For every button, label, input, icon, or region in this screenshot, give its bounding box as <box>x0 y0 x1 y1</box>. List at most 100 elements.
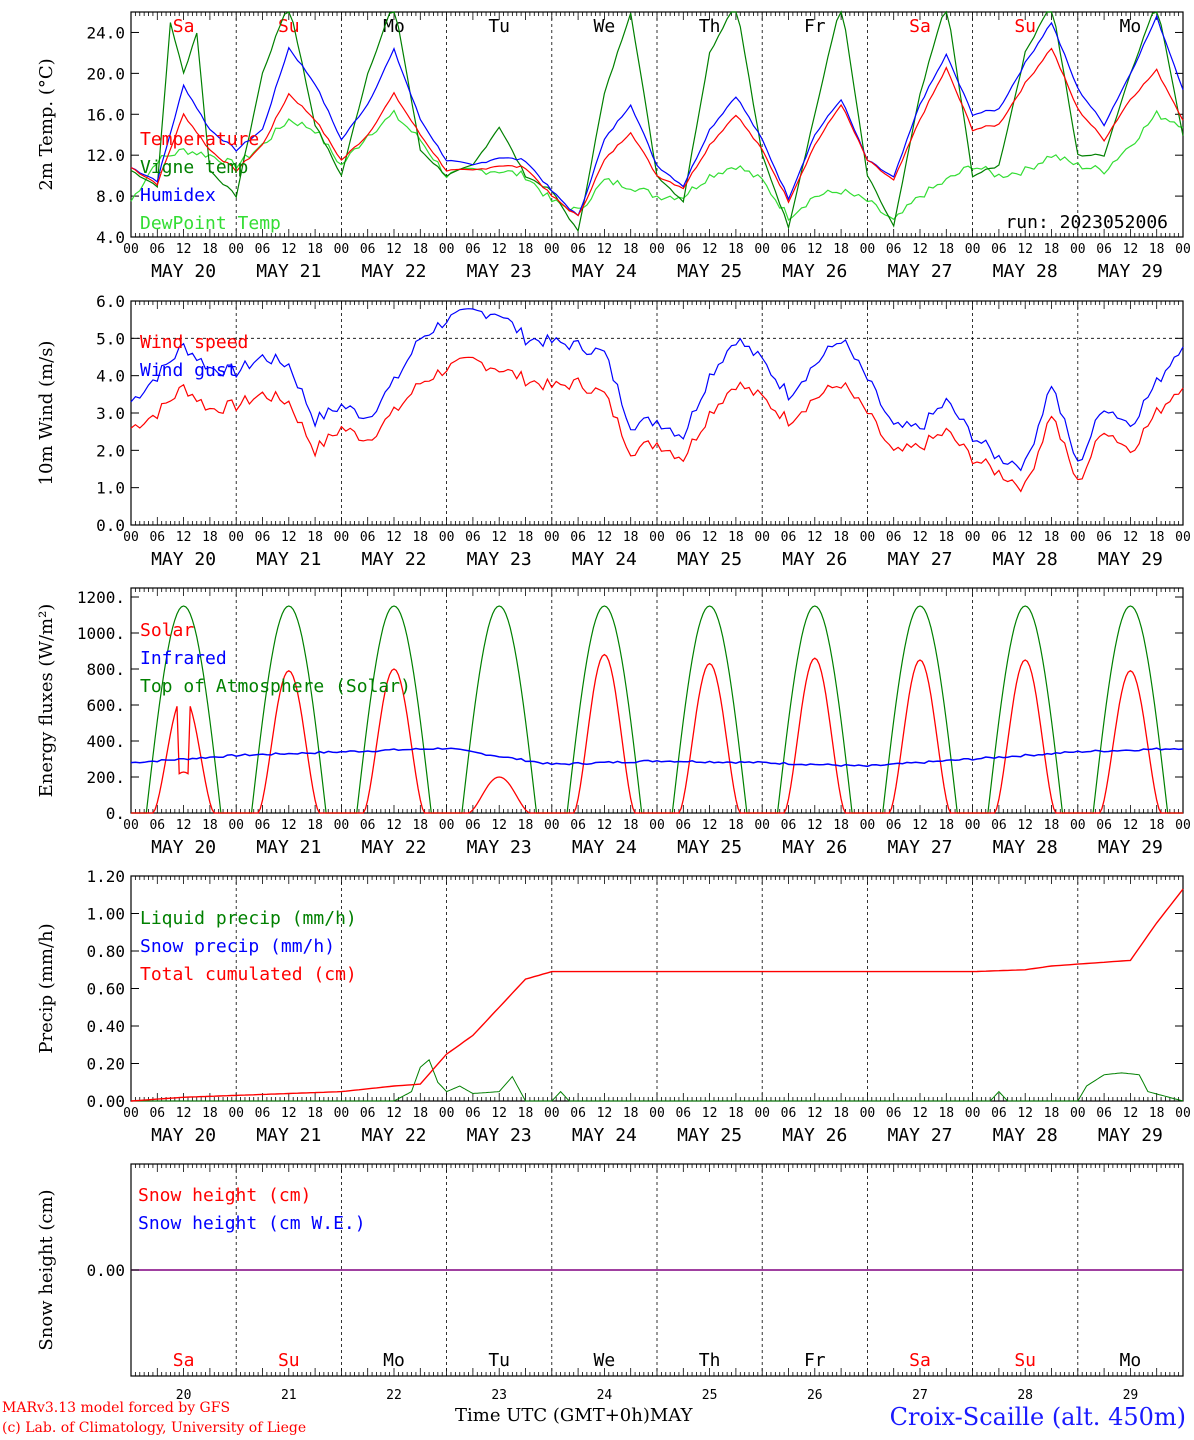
hour-tick-label: 00 <box>754 1106 770 1121</box>
y-tick-label: 0.40 <box>86 1017 125 1036</box>
hour-tick-label: 12 <box>1017 242 1033 257</box>
series-line-humidex <box>130 14 1184 217</box>
hour-tick-label: 12 <box>281 530 297 545</box>
date-label: MAY 21 <box>256 1125 321 1146</box>
day-number-label: 24 <box>597 1388 613 1403</box>
day-of-week-label: Fr <box>804 16 826 37</box>
date-label: MAY 23 <box>467 1125 532 1146</box>
hour-tick-label: 12 <box>912 530 928 545</box>
hour-tick-label: 18 <box>412 1106 428 1121</box>
hour-tick-label: 12 <box>176 530 192 545</box>
y-tick-label: 24.0 <box>86 23 125 42</box>
legend-entry: Humidex <box>140 185 216 206</box>
hour-tick-label: 18 <box>938 1106 954 1121</box>
hour-tick-label: 06 <box>570 818 586 833</box>
date-label: MAY 22 <box>361 1125 426 1146</box>
hour-tick-label: 06 <box>360 242 376 257</box>
day-of-week-label: Fr <box>804 1350 826 1371</box>
hour-tick-label: 12 <box>491 1106 507 1121</box>
y-tick-label: 1.0 <box>96 479 125 498</box>
copyright-line: (c) Lab. of Climatology, University of L… <box>2 1420 307 1436</box>
y-tick-label: 8.0 <box>96 187 125 206</box>
hour-tick-label: 18 <box>412 242 428 257</box>
day-of-week-label: Mo <box>1120 16 1142 37</box>
date-label: MAY 20 <box>151 837 216 858</box>
y-axis-label: Snow height (cm) <box>36 1189 57 1350</box>
hour-tick-label: 18 <box>728 530 744 545</box>
hour-tick-label: 12 <box>807 1106 823 1121</box>
day-of-week-label: Th <box>699 1350 721 1371</box>
day-of-week-label: Su <box>278 1350 300 1371</box>
hour-tick-label: 06 <box>675 1106 691 1121</box>
y-tick-label: 4.0 <box>96 367 125 386</box>
hour-tick-label: 00 <box>228 530 244 545</box>
hour-tick-label: 06 <box>781 242 797 257</box>
hour-tick-label: 06 <box>149 818 165 833</box>
hour-tick-label: 06 <box>465 818 481 833</box>
hour-tick-label: 06 <box>1096 818 1112 833</box>
series-line-infrared <box>130 747 1184 768</box>
hour-tick-label: 06 <box>255 818 271 833</box>
y-tick-label: 1.20 <box>86 867 125 886</box>
day-of-week-label: Mo <box>383 16 405 37</box>
date-label: MAY 29 <box>1098 549 1163 570</box>
hour-tick-label: 06 <box>886 818 902 833</box>
y-tick-label: 3.0 <box>96 404 125 423</box>
hour-tick-label: 18 <box>833 1106 849 1121</box>
hour-tick-label: 18 <box>1149 242 1165 257</box>
hour-tick-label: 18 <box>1044 818 1060 833</box>
hour-tick-label: 06 <box>991 1106 1007 1121</box>
hour-tick-label: 06 <box>991 530 1007 545</box>
date-label: MAY 24 <box>572 1125 637 1146</box>
day-of-week-label: Tu <box>488 16 510 37</box>
hour-tick-label: 00 <box>544 530 560 545</box>
series-line-temperature <box>130 47 1184 217</box>
y-tick-label: 1200. <box>77 588 125 607</box>
day-number-label: 20 <box>176 1388 192 1403</box>
hour-tick-label: 12 <box>281 1106 297 1121</box>
hour-tick-label: 18 <box>518 1106 534 1121</box>
hour-tick-label: 00 <box>439 242 455 257</box>
legend-entry: Infrared <box>140 648 227 669</box>
hour-tick-label: 18 <box>307 242 323 257</box>
hour-tick-label: 12 <box>281 242 297 257</box>
hour-tick-label: 00 <box>123 1106 139 1121</box>
hour-tick-label: 06 <box>255 1106 271 1121</box>
date-label: MAY 23 <box>467 261 532 282</box>
hour-tick-label: 18 <box>938 818 954 833</box>
legend-entry: Liquid precip (mm/h) <box>140 908 357 929</box>
y-tick-label: 6.0 <box>96 292 125 311</box>
hour-tick-label: 06 <box>465 1106 481 1121</box>
y-tick-label: 0.20 <box>86 1055 125 1074</box>
hour-tick-label: 00 <box>1070 530 1086 545</box>
legend-entry: Snow precip (mm/h) <box>140 936 335 957</box>
hour-tick-label: 18 <box>833 242 849 257</box>
hour-tick-label: 18 <box>1044 530 1060 545</box>
date-label: MAY 29 <box>1098 261 1163 282</box>
date-label: MAY 27 <box>887 1125 952 1146</box>
hour-tick-label: 18 <box>623 242 639 257</box>
series-line-liquid-precip <box>131 1058 1184 1102</box>
hour-tick-label: 12 <box>1123 530 1139 545</box>
hour-tick-label: 12 <box>912 242 928 257</box>
hour-tick-label: 00 <box>1070 1106 1086 1121</box>
y-tick-label: 0.00 <box>86 1092 125 1111</box>
hour-tick-label: 00 <box>123 530 139 545</box>
hour-tick-label: 12 <box>702 530 718 545</box>
hour-tick-label: 12 <box>807 818 823 833</box>
hour-tick-label: 12 <box>491 818 507 833</box>
y-axis-label: Precip (mm/h) <box>36 923 57 1053</box>
day-of-week-label: Mo <box>1120 1350 1142 1371</box>
y-tick-label: 5.0 <box>96 329 125 348</box>
hour-tick-label: 12 <box>597 818 613 833</box>
hour-tick-label: 00 <box>334 1106 350 1121</box>
panel-1: 00 06 12 18 MAY 20 00 06 12 18 MAY 21 00 06 12 18 MAY … <box>36 10 1191 282</box>
date-label: MAY 21 <box>256 837 321 858</box>
hour-tick-label: 12 <box>807 242 823 257</box>
legend-entry: Top of Atmosphere (Solar) <box>140 676 411 697</box>
hour-tick-label: 00 <box>649 242 665 257</box>
hour-tick-label: 00 <box>439 818 455 833</box>
y-tick-label: 1.00 <box>86 905 125 924</box>
hour-tick-label: 18 <box>307 1106 323 1121</box>
panel-4: 00 06 12 18 MAY 20 00 06 12 18 MAY 21 00 06 12 18 MAY … <box>36 867 1191 1146</box>
